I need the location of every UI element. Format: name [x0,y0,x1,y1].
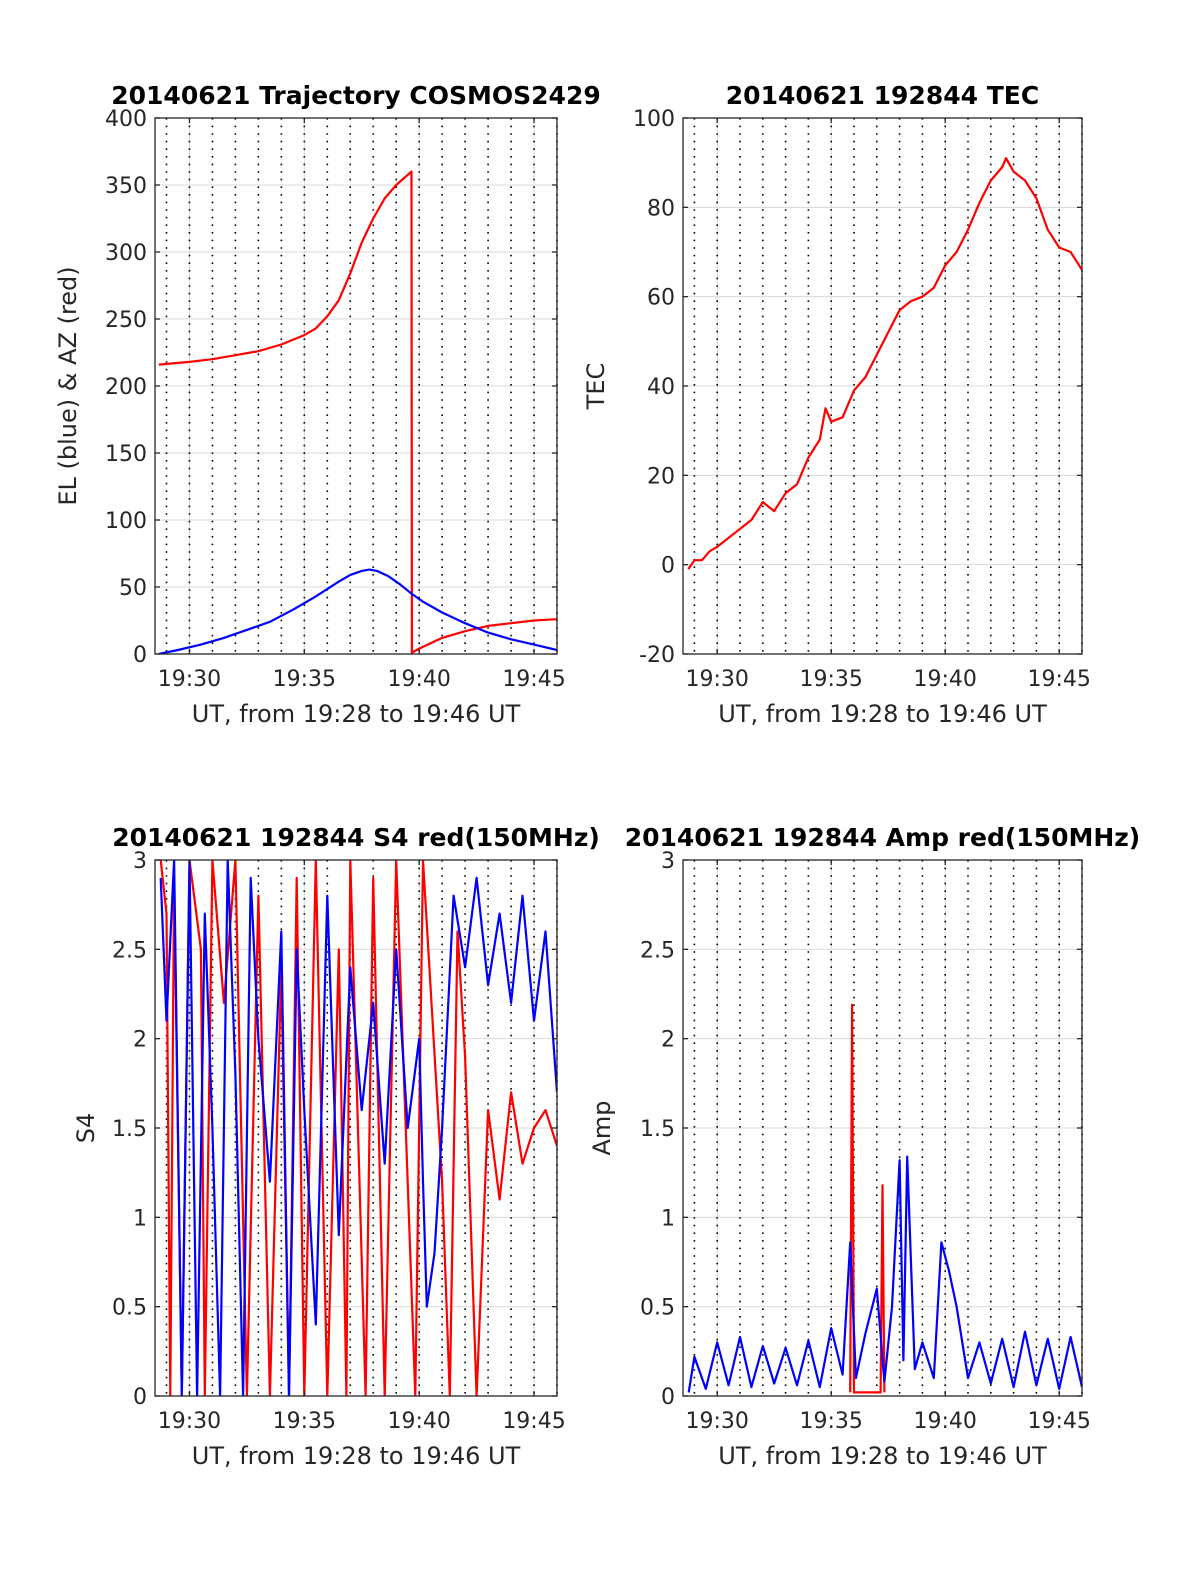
x-tick-label: 19:30 [685,1409,748,1434]
y-tick-label: 150 [105,442,147,467]
x-tick-label: 19:45 [502,667,565,692]
y-tick-label: 2 [133,1028,147,1053]
y-tick-label: 2.5 [112,938,147,963]
y-tick-label: 300 [105,241,147,266]
y-tick-label: 0 [661,554,675,579]
series-line-red [158,170,557,654]
y-tick-label: 1.5 [112,1117,147,1142]
x-tick-label: 19:45 [1027,1409,1090,1434]
series-line-blue [158,568,557,654]
y-tick-label: 0 [133,643,147,668]
x-tick-label: 19:35 [273,1409,336,1434]
y-tick-label: 1 [133,1206,147,1231]
chart-trajectory: 0 50 100 150 200 250 300 350 400 19:30 19:35 19:40 1… [54,81,601,728]
y-tick-label: 80 [647,196,675,221]
x-axis-label: UT, from 19:28 to 19:46 UT [192,700,521,728]
series-line-blue [159,860,557,1396]
chart-title: 20140621 192844 S4 red(150MHz) [112,823,600,852]
y-tick-label: 0.5 [112,1296,147,1321]
x-tick-label: 19:35 [799,1409,862,1434]
y-tick-label: 20 [647,464,675,489]
chart-tec: -20 0 20 40 60 80 100 19:30 19:35 19:40 19:45 20140… [582,81,1091,728]
x-axis-label: UT, from 19:28 to 19:46 UT [718,700,1047,728]
x-axis-label: UT, from 19:28 to 19:46 UT [192,1442,521,1470]
chart-amp: 0 0.5 1 1.5 2 2.5 3 19:30 19:35 19:40 19:45 2014062… [588,823,1140,1470]
y-tick-label: 2 [661,1028,675,1053]
y-axis-label: EL (blue) & AZ (red) [54,266,82,505]
x-tick-label: 19:40 [387,667,450,692]
y-tick-label: 60 [647,286,675,311]
y-tick-label: 0.5 [640,1296,675,1321]
series-line-red [687,157,1082,570]
series-line-red [159,860,557,1396]
chart-title: 20140621 192844 TEC [726,81,1039,110]
y-tick-label: 0 [133,1385,147,1410]
x-tick-label: 19:40 [913,667,976,692]
x-tick-label: 19:35 [273,667,336,692]
chart-title: 20140621 Trajectory COSMOS2429 [111,81,601,110]
x-tick-label: 19:45 [502,1409,565,1434]
y-tick-label: 400 [105,107,147,132]
y-tick-label: 250 [105,308,147,333]
y-tick-label: 1.5 [640,1117,675,1142]
y-axis-label: TEC [582,363,610,411]
x-tick-label: 19:35 [799,667,862,692]
y-tick-label: 350 [105,174,147,199]
x-tick-label: 19:40 [913,1409,976,1434]
x-tick-label: 19:30 [685,667,748,692]
y-axis-label: Amp [588,1100,616,1155]
series-line-red [849,1003,886,1394]
y-tick-label: 200 [105,375,147,400]
x-tick-label: 19:30 [158,1409,221,1434]
y-tick-label: -20 [639,643,675,668]
x-axis-label: UT, from 19:28 to 19:46 UT [718,1442,1047,1470]
y-tick-label: 3 [133,849,147,874]
x-tick-label: 19:30 [158,667,221,692]
y-tick-label: 50 [119,576,147,601]
y-tick-label: 0 [661,1385,675,1410]
chart-s4: 0 0.5 1 1.5 2 2.5 3 19:30 19:35 19:40 19:45 2014062… [72,823,600,1470]
y-tick-label: 100 [105,509,147,534]
y-tick-label: 2.5 [640,938,675,963]
y-axis-label: S4 [72,1113,100,1144]
y-tick-label: 3 [661,849,675,874]
y-tick-label: 1 [661,1206,675,1231]
x-tick-label: 19:45 [1027,667,1090,692]
chart-title: 20140621 192844 Amp red(150MHz) [625,823,1141,852]
y-tick-label: 40 [647,375,675,400]
y-tick-label: 100 [633,107,675,132]
x-tick-label: 19:40 [387,1409,450,1434]
series-line-blue [687,1155,1082,1393]
